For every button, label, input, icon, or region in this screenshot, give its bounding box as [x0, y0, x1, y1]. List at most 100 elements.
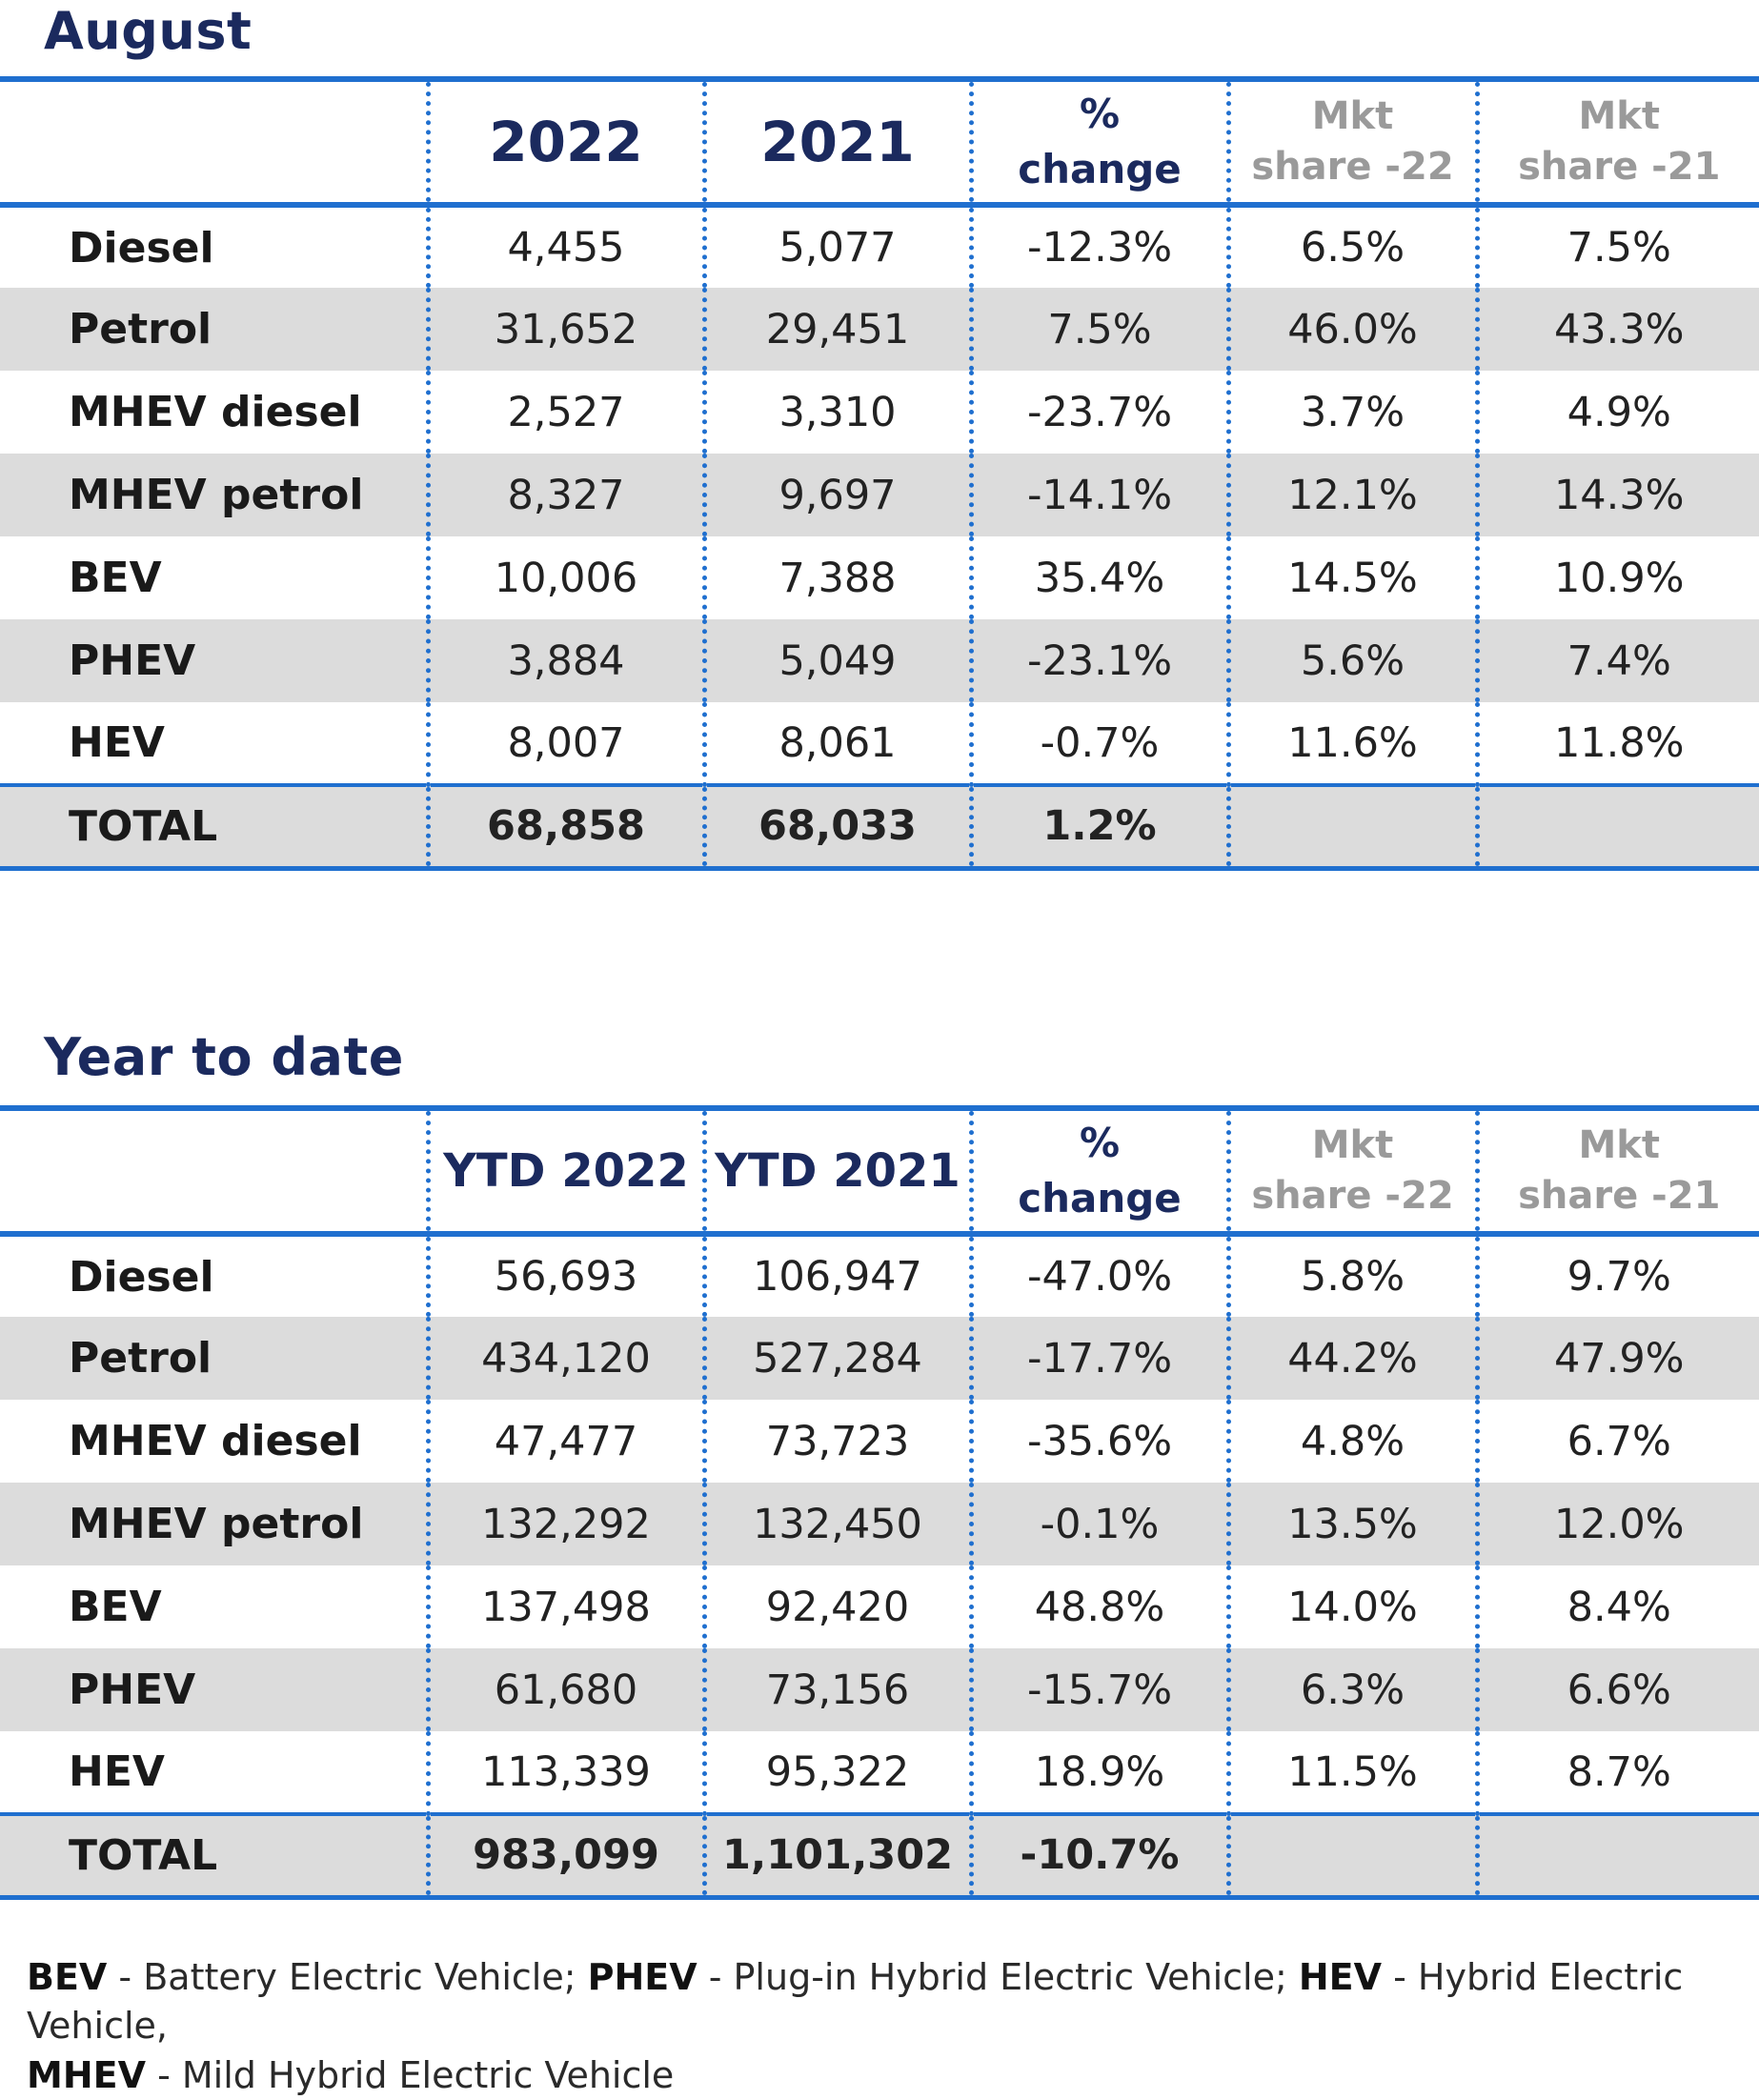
- row-label: MHEV diesel: [69, 1417, 362, 1465]
- cell-share-21: 9.7%: [1474, 1234, 1759, 1317]
- table-row: Petrol 434,120 527,284 -17.7% 44.2% 47.9…: [0, 1317, 1759, 1400]
- cell-2021: 3,310: [701, 371, 971, 454]
- header-pct-symbol: %: [1079, 91, 1121, 138]
- total-change: 1.2%: [968, 783, 1228, 871]
- total-2021: 1,101,302: [701, 1812, 971, 1900]
- cell-2022: 4,455: [425, 205, 704, 288]
- august-table: 2022 2021 % change Mkt share -22 Mkt share …: [0, 76, 1759, 871]
- cell-share-22: 44.2%: [1225, 1317, 1477, 1400]
- header-mkt-share-22: Mkt share -22: [1225, 76, 1477, 208]
- header-mkt-word: Mkt: [1578, 94, 1661, 139]
- cell-share-22: 11.6%: [1225, 702, 1477, 785]
- header-mkt-word: Mkt: [1311, 94, 1394, 139]
- table-row: PHEV 61,680 73,156 -15.7% 6.3% 6.6%: [0, 1648, 1759, 1731]
- header-pct-change: % change: [968, 76, 1228, 208]
- header-share-21: share -21: [1518, 145, 1721, 189]
- cell-2021: 7,388: [701, 536, 971, 619]
- cell-share-21: 47.9%: [1474, 1317, 1759, 1400]
- cell-share-21: 7.4%: [1474, 619, 1759, 702]
- footnote-phev-abbr: PHEV: [587, 1956, 698, 1998]
- cell-share-22: 12.1%: [1225, 454, 1477, 536]
- cell-change: -47.0%: [968, 1234, 1228, 1317]
- row-label: MHEV diesel: [69, 388, 362, 436]
- table-row: MHEV petrol 8,327 9,697 -14.1% 12.1% 14.…: [0, 454, 1759, 536]
- table-row: HEV 113,339 95,322 18.9% 11.5% 8.7%: [0, 1731, 1759, 1814]
- header-row: YTD 2022 YTD 2021 % change Mkt share -22 M…: [0, 1105, 1759, 1237]
- cell-2021: 92,420: [701, 1565, 971, 1648]
- header-mkt-share-21: Mkt share -21: [1474, 1105, 1759, 1237]
- header-ytd-2022: YTD 2022: [425, 1105, 704, 1237]
- header-pct-symbol: %: [1079, 1120, 1121, 1167]
- table-row: Diesel 56,693 106,947 -47.0% 5.8% 9.7%: [0, 1234, 1759, 1317]
- table-row: MHEV diesel 47,477 73,723 -35.6% 4.8% 6.…: [0, 1400, 1759, 1483]
- cell-share-22: 11.5%: [1225, 1731, 1477, 1814]
- header-empty: [0, 76, 428, 208]
- cell-change: 7.5%: [968, 288, 1228, 371]
- cell-share-21: 6.6%: [1474, 1648, 1759, 1731]
- cell-2021: 132,450: [701, 1483, 971, 1565]
- footnote-bev-text: - Battery Electric Vehicle;: [107, 1956, 588, 1998]
- cell-share-21: 4.9%: [1474, 371, 1759, 454]
- total-2022: 983,099: [425, 1812, 704, 1900]
- total-share-22: [1225, 1812, 1477, 1900]
- footnote-bev-abbr: BEV: [27, 1956, 108, 1998]
- cell-2022: 3,884: [425, 619, 704, 702]
- table-row: BEV 10,006 7,388 35.4% 14.5% 10.9%: [0, 536, 1759, 619]
- header-pct-change: % change: [968, 1105, 1228, 1237]
- cell-2021: 73,156: [701, 1648, 971, 1731]
- footnote-phev-text: - Plug-in Hybrid Electric Vehicle;: [697, 1956, 1299, 1998]
- header-ytd-2021: YTD 2021: [701, 1105, 971, 1237]
- header-change-word: change: [1018, 1175, 1182, 1222]
- row-label: BEV: [69, 554, 162, 602]
- cell-2022: 56,693: [425, 1234, 704, 1317]
- row-label: HEV: [69, 1747, 165, 1796]
- footnote-hev-abbr: HEV: [1298, 1956, 1383, 1998]
- cell-2021: 8,061: [701, 702, 971, 785]
- total-row: TOTAL 983,099 1,101,302 -10.7%: [0, 1812, 1759, 1900]
- row-label: PHEV: [69, 1666, 196, 1714]
- total-row: TOTAL 68,858 68,033 1.2%: [0, 783, 1759, 871]
- cell-share-21: 8.4%: [1474, 1565, 1759, 1648]
- cell-change: -35.6%: [968, 1400, 1228, 1483]
- total-2021: 68,033: [701, 783, 971, 871]
- total-change: -10.7%: [968, 1812, 1228, 1900]
- abbreviation-footnote: BEV - Battery Electric Vehicle; PHEV - P…: [27, 1953, 1742, 2100]
- cell-2021: 5,049: [701, 619, 971, 702]
- ytd-table: YTD 2022 YTD 2021 % change Mkt share -22 M…: [0, 1105, 1759, 1900]
- ytd-title: Year to date: [44, 1027, 404, 1087]
- cell-2021: 29,451: [701, 288, 971, 371]
- row-label: BEV: [69, 1583, 162, 1631]
- cell-share-22: 5.8%: [1225, 1234, 1477, 1317]
- cell-share-21: 6.7%: [1474, 1400, 1759, 1483]
- cell-share-22: 4.8%: [1225, 1400, 1477, 1483]
- cell-share-22: 6.5%: [1225, 205, 1477, 288]
- cell-2022: 8,327: [425, 454, 704, 536]
- cell-share-22: 5.6%: [1225, 619, 1477, 702]
- cell-share-21: 14.3%: [1474, 454, 1759, 536]
- cell-change: -0.7%: [968, 702, 1228, 785]
- cell-2021: 73,723: [701, 1400, 971, 1483]
- row-label: Diesel: [69, 1252, 214, 1302]
- header-empty: [0, 1105, 428, 1237]
- cell-share-22: 14.5%: [1225, 536, 1477, 619]
- cell-2022: 47,477: [425, 1400, 704, 1483]
- cell-share-21: 7.5%: [1474, 205, 1759, 288]
- total-label: TOTAL: [0, 783, 428, 871]
- row-label: MHEV petrol: [69, 1500, 364, 1548]
- cell-2021: 95,322: [701, 1731, 971, 1814]
- cell-2022: 2,527: [425, 371, 704, 454]
- cell-2022: 61,680: [425, 1648, 704, 1731]
- footnote-mhev-abbr: MHEV: [27, 2053, 146, 2096]
- total-label: TOTAL: [0, 1812, 428, 1900]
- cell-share-22: 14.0%: [1225, 1565, 1477, 1648]
- cell-share-21: 12.0%: [1474, 1483, 1759, 1565]
- cell-change: -15.7%: [968, 1648, 1228, 1731]
- row-label: MHEV petrol: [69, 471, 364, 519]
- cell-change: -23.1%: [968, 619, 1228, 702]
- footnote-hev-text: - Hybrid Electric Vehicle,: [27, 1956, 1684, 2048]
- total-share-22: [1225, 783, 1477, 871]
- cell-change: 35.4%: [968, 536, 1228, 619]
- cell-share-22: 46.0%: [1225, 288, 1477, 371]
- row-label: HEV: [69, 718, 165, 767]
- table-row: MHEV diesel 2,527 3,310 -23.7% 3.7% 4.9%: [0, 371, 1759, 454]
